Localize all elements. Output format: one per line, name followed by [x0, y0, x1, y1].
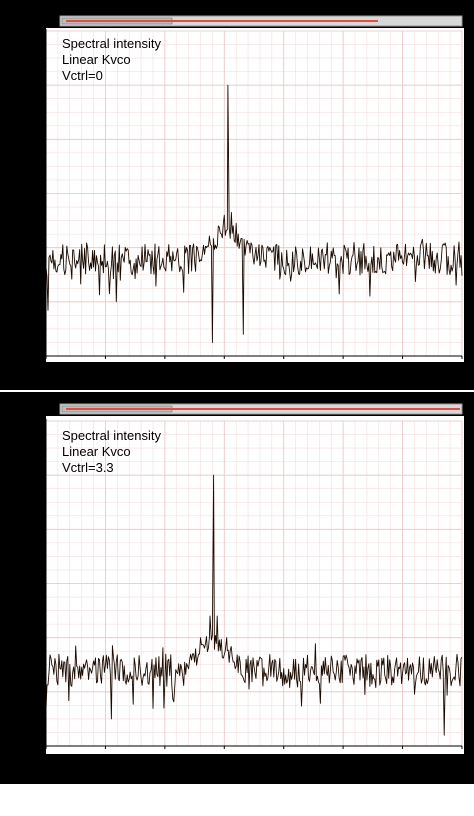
x-tick-label: .5: [101, 753, 110, 765]
chart-title: Spectral intensity Linear Kvco Vctrl=3.3: [62, 428, 161, 475]
y-tick-label: -80.0: [15, 687, 40, 699]
overview-scrollbar[interactable]: [59, 15, 463, 27]
x-axis-label: (GHz): [243, 769, 272, 781]
x-tick-label: 1.5: [217, 753, 232, 765]
grid: [45, 420, 463, 747]
x-tick-label: 2.0: [276, 363, 291, 375]
y-tick-label: -20.0: [15, 134, 40, 146]
x-tick-label: 1.0: [157, 753, 172, 765]
spectrum-chart-vctrl-0: 20.0 0.0 -20.0 -40.0 -60.0 -80.0 -100 0.0 .5 1.0 1…: [1, 15, 466, 389]
y-tick-label: -100: [18, 351, 40, 363]
y-tick-label: -100: [18, 741, 40, 753]
y-tick-label: 20.0: [19, 26, 40, 38]
title-line-3: Vctrl=3.3: [62, 460, 114, 475]
x-tick-label: 1.5: [217, 363, 232, 375]
y-tick-label: 0.0: [25, 470, 40, 482]
plot-area: [46, 416, 464, 754]
x-tick-label: 1.0: [157, 363, 172, 375]
spectrum-panel-vctrl-3-3: 20.0 0.0 -20.0 -40.0 -60.0 -80.0 -100 0.0 .5 1.0 1…: [0, 392, 474, 784]
plot-area: [46, 28, 464, 362]
x-tick-label: 0.0: [44, 753, 59, 765]
y-axis-label: (dB): [1, 185, 13, 206]
spectrum-line: [45, 474, 463, 736]
x-tick-label: 3.0: [395, 753, 410, 765]
spectrum-line: [45, 84, 463, 343]
y-tick-label: -40.0: [15, 579, 40, 591]
spectrum-chart-vctrl-3-3: 20.0 0.0 -20.0 -40.0 -60.0 -80.0 -100 0.0 .5 1.0 1…: [1, 403, 466, 781]
title-line-1: Spectral intensity: [62, 36, 161, 51]
spectrum-trace: [45, 474, 463, 736]
title-line-3: Vctrl=0: [62, 68, 103, 83]
y-tick-label: 20.0: [19, 416, 40, 428]
y-tick-label: -60.0: [15, 633, 40, 645]
y-tick-label: -80.0: [15, 297, 40, 309]
spectrum-panel-vctrl-0: 20.0 0.0 -20.0 -40.0 -60.0 -80.0 -100 0.0 .5 1.0 1…: [0, 0, 474, 390]
y-tick-label: -20.0: [15, 524, 40, 536]
title-line-2: Linear Kvco: [62, 444, 131, 459]
x-tick-label: 3.5: [451, 363, 466, 375]
x-tick-label: 2.5: [335, 753, 350, 765]
x-axis-label: (GHz): [223, 377, 252, 389]
y-tick-label: -40.0: [15, 189, 40, 201]
x-tick-label: 2.5: [335, 363, 350, 375]
spectrum-trace: [45, 84, 463, 343]
y-tick-label: 0.0: [25, 80, 40, 92]
x-tick-label: .5: [101, 363, 110, 375]
x-tick-label: 2.0: [276, 753, 291, 765]
axes: 20.0 0.0 -20.0 -40.0 -60.0 -80.0 -100 0.0 .5 1.0 1…: [15, 26, 466, 375]
x-tick-label: 3.5: [451, 753, 466, 765]
y-tick-label: -60.0: [15, 243, 40, 255]
chart-title: Spectral intensity Linear Kvco Vctrl=0: [62, 36, 161, 83]
y-axis-label: (dB): [1, 577, 13, 598]
title-line-1: Spectral intensity: [62, 428, 161, 443]
overview-scrollbar[interactable]: [59, 403, 463, 415]
page-bottom-margin: [0, 784, 474, 816]
x-tick-label: 3.0: [395, 363, 410, 375]
axes: 20.0 0.0 -20.0 -40.0 -60.0 -80.0 -100 0.0 .5 1.0 1…: [15, 416, 466, 765]
x-tick-label: 0.0: [44, 363, 59, 375]
title-line-2: Linear Kvco: [62, 52, 131, 67]
